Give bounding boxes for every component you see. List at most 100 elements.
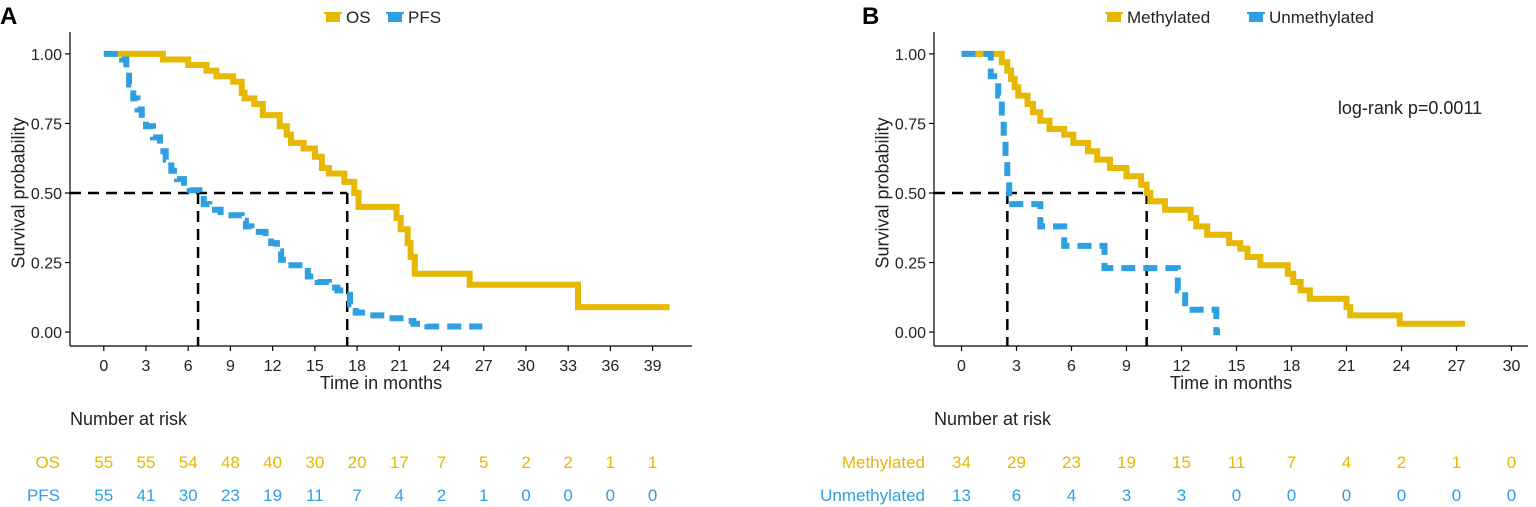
risk-cell: 2 [563,453,572,472]
risk-cell: 0 [1287,486,1296,505]
risk-table-title: Number at risk [70,409,188,429]
risk-cell: 1 [479,486,488,505]
risk-cell: 40 [263,453,282,472]
risk-cell: 3 [1122,486,1131,505]
risk-cell: 0 [521,486,530,505]
risk-cell: 5 [479,453,488,472]
y-tick-label: 0.25 [895,256,926,273]
survival-curve-os [103,50,670,311]
risk-row-label: OS [35,453,60,472]
risk-cell: 4 [1342,453,1351,472]
risk-cell: 0 [1342,486,1351,505]
risk-row-label: Unmethylated [820,486,925,505]
risk-cell: 55 [94,453,113,472]
x-axis-title: Time in months [1170,373,1292,393]
x-tick-label: 9 [226,358,235,375]
risk-table-title: Number at risk [934,409,1052,429]
y-tick-label: 1.00 [895,47,926,64]
risk-cell: 7 [352,486,361,505]
x-tick-label: 33 [559,358,577,375]
risk-cell: 11 [306,486,324,505]
legend-swatch-methylated [1105,12,1123,22]
survival-curve-pfs [103,50,483,330]
legend: Methylated Unmethylated [1105,8,1374,27]
x-tick-label: 39 [644,358,662,375]
risk-cell: 30 [179,486,198,505]
x-tick-label: 9 [1122,358,1131,375]
legend-swatch-box [1249,12,1263,22]
risk-cell: 4 [395,486,404,505]
risk-cell: 55 [137,453,156,472]
risk-cell: 19 [263,486,282,505]
legend-swatch-box [326,12,340,22]
x-tick-label: 6 [1067,358,1076,375]
risk-cell: 23 [221,486,240,505]
risk-cell: 2 [521,453,530,472]
survival-curve-methylated [961,50,1465,327]
risk-cell: 11 [1228,453,1246,472]
risk-cell: 7 [1287,453,1296,472]
y-tick-label: 0.25 [31,256,62,273]
legend-label-os: OS [346,8,371,27]
legend-label-pfs: PFS [408,8,441,27]
risk-cell: 4 [1067,486,1076,505]
y-tick-label: 0.00 [895,325,926,342]
risk-cell: 3 [1177,486,1186,505]
risk-cell: 34 [952,453,971,472]
risk-cell: 0 [1507,453,1516,472]
x-tick-label: 36 [601,358,619,375]
y-tick-label: 0.75 [895,116,926,133]
risk-cell: 0 [1397,486,1406,505]
panel-b: B Methylated Unmethylated 0.00 0.25 0.50 0.75 1… [820,3,1528,505]
x-tick-label: 21 [1338,358,1356,375]
y-axis-title: Survival probability [8,117,28,268]
legend: OS PFS [324,8,441,27]
x-tick-label: 3 [1012,358,1021,375]
x-tick-label: 18 [1283,358,1301,375]
risk-cell: 30 [305,453,324,472]
risk-cell: 17 [390,453,409,472]
risk-cell: 23 [1062,453,1081,472]
legend-swatch-unmethylated [1247,12,1265,22]
x-tick-label: 27 [475,358,493,375]
x-axis-title: Time in months [320,373,442,393]
legend-swatch-box [1107,12,1121,22]
panel-label: A [0,3,17,30]
risk-cell: 0 [606,486,615,505]
x-tick-label: 3 [142,358,151,375]
risk-cell: 48 [221,453,240,472]
x-tick-label: 0 [99,358,108,375]
y-tick-label: 0.50 [895,186,926,203]
risk-cell: 54 [179,453,198,472]
log-rank-annotation: log-rank p=0.0011 [1338,98,1482,118]
x-tick-label: 15 [306,358,324,375]
risk-cell: 1 [648,453,657,472]
x-tick-label: 18 [348,358,366,375]
risk-cell: 0 [1452,486,1461,505]
risk-cell: 19 [1117,453,1136,472]
x-tick-label: 12 [1173,358,1191,375]
y-tick-label: 0.50 [31,186,62,203]
risk-cell: 2 [1397,453,1406,472]
legend-swatch-os [324,12,342,22]
x-tick-label: 15 [1228,358,1246,375]
y-tick-label: 1.00 [31,47,62,64]
risk-cell: 1 [606,453,615,472]
risk-cell: 15 [1172,453,1191,472]
risk-cell: 7 [437,453,446,472]
risk-row-label: Methylated [842,453,925,472]
risk-row-label: PFS [27,486,60,505]
y-tick-label: 0.00 [31,325,62,342]
legend-label-unmethylated: Unmethylated [1269,8,1374,27]
risk-cell: 1 [1452,453,1461,472]
risk-cell: 13 [952,486,971,505]
x-tick-label: 24 [1393,358,1411,375]
x-tick-label: 27 [1448,358,1466,375]
x-tick-label: 24 [433,358,451,375]
risk-cell: 2 [437,486,446,505]
x-tick-label: 0 [957,358,966,375]
panel-label: B [862,3,879,30]
risk-cell: 0 [1507,486,1516,505]
